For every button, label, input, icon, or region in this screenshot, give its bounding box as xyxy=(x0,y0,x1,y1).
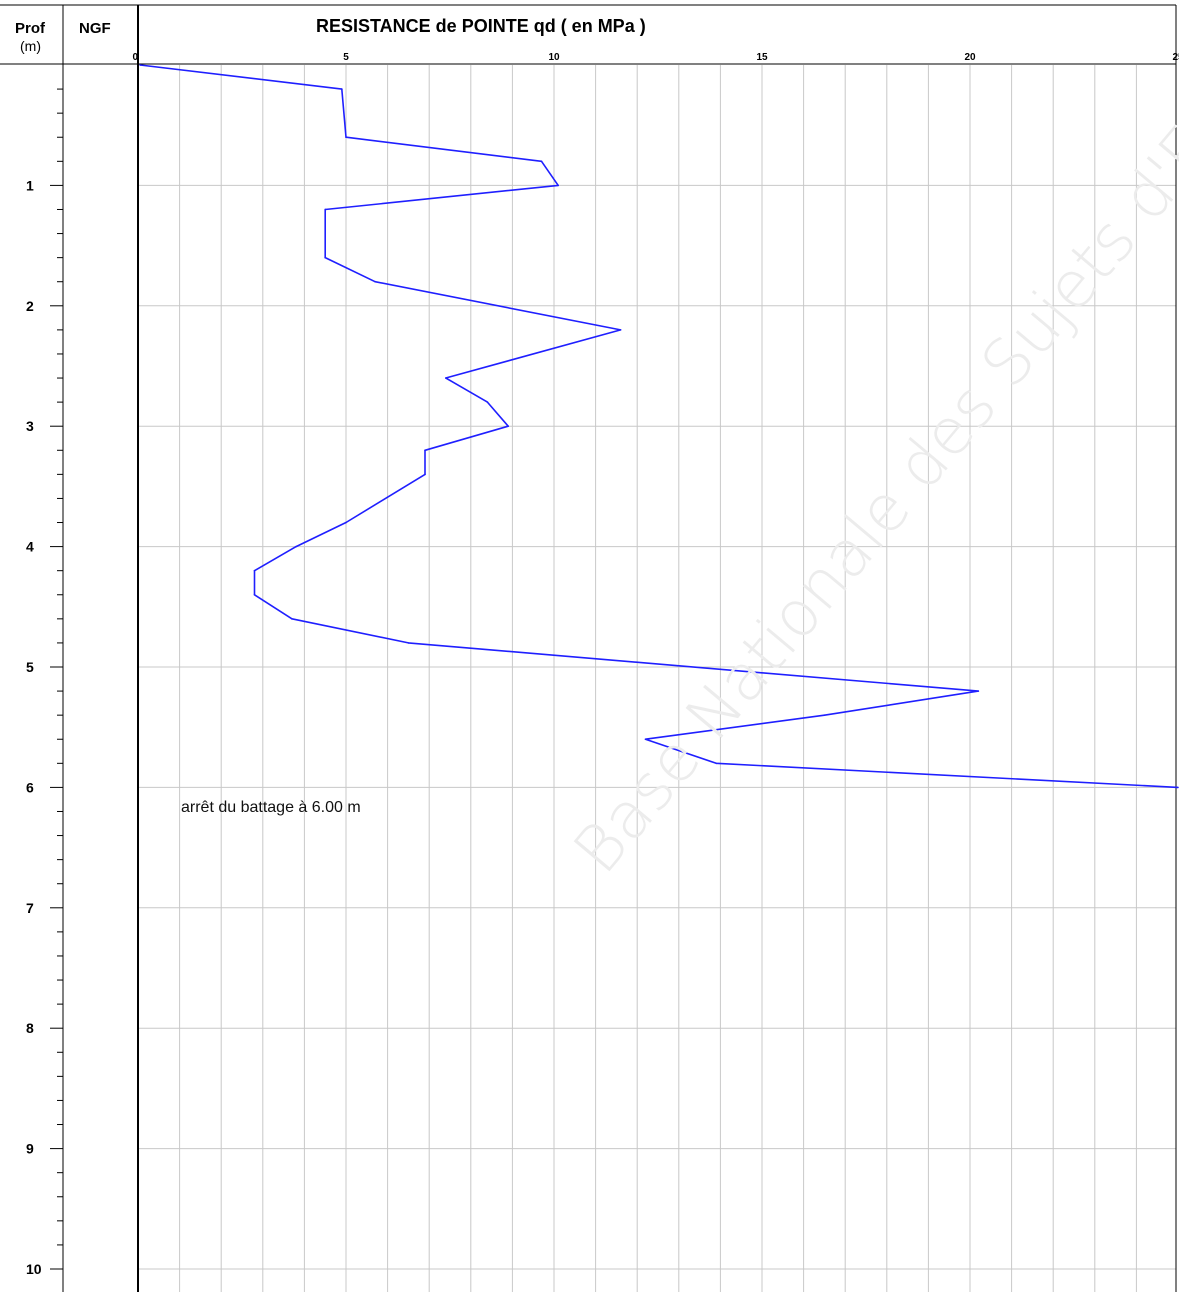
qd-data-point xyxy=(407,642,410,644)
y-tick-label: 5 xyxy=(26,659,34,675)
y-tick-label: 10 xyxy=(26,1261,42,1277)
y-tick-label: 8 xyxy=(26,1020,34,1036)
grid xyxy=(138,65,1176,1292)
qd-data-point xyxy=(253,593,256,596)
qd-data-point xyxy=(507,425,510,428)
qd-data-point xyxy=(324,208,327,211)
x-tick-label: 20 xyxy=(964,52,976,63)
qd-data-point xyxy=(424,449,426,452)
x-tick-label: 25 xyxy=(1172,52,1179,63)
qd-data-point xyxy=(644,738,647,741)
y-tick-label: 9 xyxy=(26,1141,34,1157)
qd-data-point xyxy=(345,136,347,139)
y-tick-label: 6 xyxy=(26,779,34,795)
y-tick-label: 1 xyxy=(26,177,34,193)
qd-data-point xyxy=(823,714,826,716)
qd-data-point xyxy=(1177,786,1179,789)
qd-data-point xyxy=(324,256,327,259)
qd-data-point xyxy=(540,160,543,163)
depth-unit-label: (m) xyxy=(20,38,41,54)
prof-column-label: Prof xyxy=(15,20,45,37)
qd-data-point xyxy=(486,401,489,403)
qd-data-point xyxy=(424,473,426,476)
y-tick-label: 7 xyxy=(26,900,34,916)
y-tick-label: 4 xyxy=(26,539,34,555)
ngf-column-label: NGF xyxy=(79,20,111,37)
x-tick-label: 0 xyxy=(132,52,138,63)
refusal-annotation: arrêt du battage à 6.00 m xyxy=(181,799,361,816)
y-tick-label: 2 xyxy=(26,298,34,314)
qd-data-point xyxy=(619,329,622,331)
qd-data-point xyxy=(715,762,718,765)
chart-frame xyxy=(0,4,1177,1292)
qd-data-point xyxy=(291,618,293,620)
series-layer xyxy=(139,64,1179,789)
axis-ticks: 1 2 3 4 5 6 7 8 9 10 0 5 10 15 20 25 xyxy=(26,52,1179,1277)
qd-data-point xyxy=(977,690,980,692)
x-tick-label: 10 xyxy=(548,52,560,63)
qd-data-point xyxy=(557,184,559,187)
qd-data-point xyxy=(341,88,343,90)
qd-data-point xyxy=(374,280,376,283)
qd-data-point xyxy=(139,64,141,66)
y-tick-label: 3 xyxy=(26,418,34,434)
qd-data-point xyxy=(345,521,347,524)
chart-title: RESISTANCE de POINTE qd ( en MPa ) xyxy=(316,16,646,36)
qd-data-point xyxy=(253,569,256,572)
x-tick-label: 5 xyxy=(343,52,349,63)
qd-data-point xyxy=(445,377,447,379)
x-tick-label: 15 xyxy=(756,52,768,63)
qd-data-point xyxy=(295,545,297,548)
